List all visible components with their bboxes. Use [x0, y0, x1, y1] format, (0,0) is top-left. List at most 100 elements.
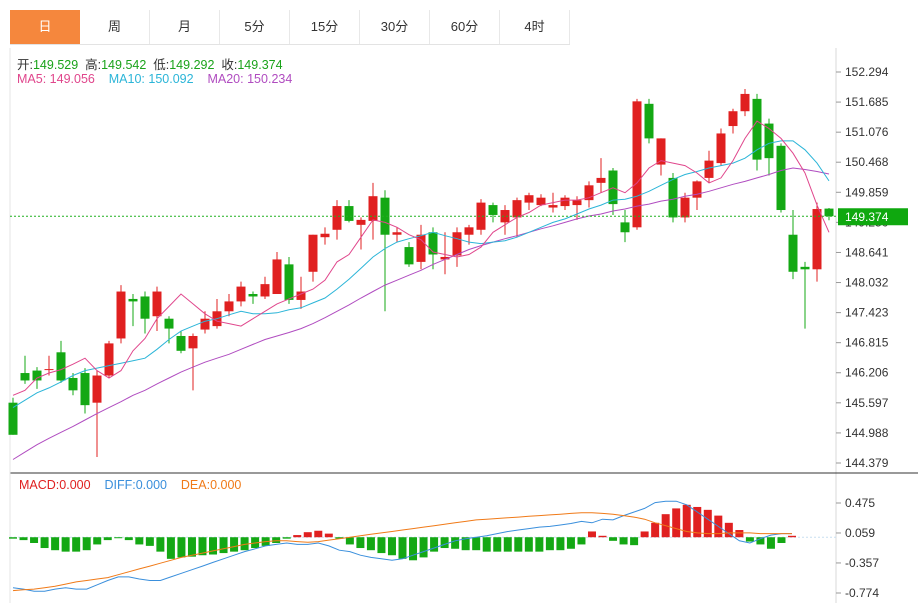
macd-bar: [114, 537, 123, 539]
macd-bar: [556, 537, 565, 551]
candle-body: [164, 318, 174, 329]
tab-1[interactable]: 周: [80, 10, 150, 44]
candle-body: [752, 98, 762, 160]
tab-0[interactable]: 日: [10, 10, 80, 44]
macd-bar: [72, 537, 81, 552]
candle-body: [764, 123, 774, 159]
macd-bar: [124, 537, 133, 541]
candle-body: [344, 206, 354, 221]
macd-bar: [335, 537, 344, 539]
price-tick-label: 144.988: [845, 426, 889, 440]
macd-bar: [766, 537, 775, 549]
ma10-line: [12, 140, 830, 409]
candle-body: [548, 205, 558, 208]
ma-readout: MA5: 149.056 MA10: 150.092 MA20: 150.234: [17, 72, 292, 86]
macd-bar: [609, 537, 618, 541]
macd-readout: MACD:0.000 DIFF:0.000 DEA:0.000: [19, 478, 241, 492]
macd-bar: [745, 537, 754, 542]
price-tick-label: 149.859: [845, 185, 889, 199]
macd-bar: [451, 537, 460, 549]
macd-bar: [419, 537, 428, 558]
macd-bar: [640, 531, 649, 538]
candle-body: [500, 210, 510, 223]
tab-5[interactable]: 30分: [360, 10, 430, 44]
macd-bar: [103, 537, 112, 541]
candle-body: [68, 377, 78, 391]
candle-body: [380, 197, 390, 235]
tab-6[interactable]: 60分: [430, 10, 500, 44]
tab-3[interactable]: 5分: [220, 10, 290, 44]
current-price-tag-label: 149.374: [845, 210, 889, 224]
macd-bar: [345, 537, 354, 545]
macd-bar: [272, 537, 281, 543]
candle-body: [452, 232, 462, 256]
candle-body: [152, 291, 162, 317]
macd-bar: [566, 537, 575, 549]
price-tick-label: 151.076: [845, 125, 889, 139]
candle-body: [692, 181, 702, 198]
candle-body: [236, 286, 246, 302]
price-tick-label: 148.032: [845, 276, 889, 290]
macd-bar: [61, 537, 70, 552]
macd-value: 0.000: [59, 478, 91, 492]
macd-bar: [19, 537, 28, 541]
macd-bar: [535, 537, 544, 552]
candle-body: [224, 301, 234, 312]
macd-bar: [409, 537, 418, 561]
macd-bar: [240, 537, 249, 551]
macd-tick-label: -0.357: [845, 556, 879, 570]
tab-4[interactable]: 15分: [290, 10, 360, 44]
macd-bar: [166, 537, 175, 559]
macd-bar: [756, 537, 765, 545]
open-label: 开:: [17, 58, 33, 72]
candle-body: [20, 373, 30, 381]
candle-body: [248, 294, 258, 297]
dea-line: [12, 512, 792, 592]
candle-body: [584, 185, 594, 201]
macd-bar: [303, 532, 312, 538]
ma20-value: 150.234: [247, 72, 293, 86]
candle-body: [728, 111, 738, 127]
high-label: 高:: [85, 58, 102, 72]
price-tick-label: 152.294: [845, 65, 889, 79]
macd-bar: [187, 537, 196, 557]
candle-body: [176, 335, 186, 351]
macd-label: MACD:: [19, 478, 60, 492]
ma10-label: MA10:: [108, 72, 145, 86]
macd-bar: [30, 537, 39, 543]
macd-bar: [387, 537, 396, 556]
macd-bar: [135, 537, 144, 545]
macd-bar: [724, 522, 733, 538]
candle-body: [200, 318, 210, 330]
candle-body: [824, 208, 834, 217]
candle-body: [416, 234, 426, 262]
macd-bar: [545, 537, 554, 551]
candle-body: [572, 200, 582, 206]
macd-bar: [703, 509, 712, 538]
macd-bar: [651, 522, 660, 538]
macd-tick-label: 0.059: [845, 526, 875, 540]
macd-bar: [598, 535, 607, 538]
candle-body: [680, 197, 690, 218]
macd-bar: [51, 537, 60, 551]
macd-bar: [461, 537, 470, 551]
candle-body: [104, 343, 114, 376]
candle-body: [128, 298, 138, 302]
candle-body: [428, 232, 438, 255]
timeframe-tabs: 日周月 5分 15分 30分 60分 4时: [10, 10, 570, 45]
candle-body: [44, 369, 54, 371]
macd-bar: [503, 537, 512, 552]
candle-body: [8, 402, 18, 435]
ohlc-readout: 开:149.529 高:149.542 低:149.292 收:149.374: [17, 54, 283, 73]
tab-2[interactable]: 月: [150, 10, 220, 44]
ma5-value: 149.056: [49, 72, 95, 86]
candle-body: [56, 352, 66, 381]
macd-bar: [440, 537, 449, 549]
candle-body: [716, 133, 726, 164]
open-value: 149.529: [32, 58, 79, 72]
tab-7[interactable]: 4时: [500, 10, 570, 44]
macd-tick-label: -0.774: [845, 586, 879, 600]
price-tick-label: 146.206: [845, 366, 889, 380]
macd-bar: [219, 537, 228, 554]
candle-body: [632, 101, 642, 228]
